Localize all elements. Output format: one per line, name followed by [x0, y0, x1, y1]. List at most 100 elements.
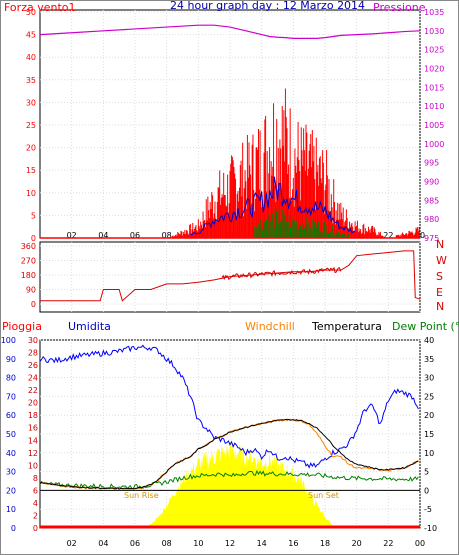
top-left-title: Forza vento1	[4, 1, 76, 14]
top-x-tick-label: 22	[383, 231, 393, 240]
temp-tick: 15	[424, 430, 434, 439]
humidity-tick: 100	[1, 336, 16, 345]
top-right-tick: 1010	[424, 102, 444, 111]
top-right-title: Pressione	[373, 1, 426, 14]
top-right-ticks: 1035 1030 1025 1020 1015 1010 1005 1000 995 990 98…	[424, 8, 444, 243]
top-left-tick: 15	[26, 166, 36, 175]
humidity-tick: 20	[6, 486, 16, 495]
rain-tick: 10	[28, 461, 38, 470]
humidity-tick: 40	[6, 449, 16, 458]
rain-tick: 20	[28, 399, 38, 408]
bottom-x-tick-label: 20	[352, 539, 362, 548]
sunset-label: Sun Set	[308, 491, 339, 500]
rain-tick: 18	[28, 411, 38, 420]
mid-direction-letter: S	[436, 270, 443, 283]
rain-tick: 6	[33, 486, 38, 495]
temperature-line	[39, 418, 419, 490]
mid-tick: 90	[26, 286, 36, 295]
label-dewpoint: Dew Point (°C	[392, 320, 459, 333]
top-right-tick: 1020	[424, 65, 444, 74]
top-x-tick-label: 08	[162, 231, 172, 240]
chart-title: 24 hour graph day : 12 Marzo 2014	[170, 0, 365, 12]
mid-direction-letter: E	[436, 286, 443, 299]
top-left-tick: 30	[26, 98, 36, 107]
label-pioggia: Pioggia	[2, 320, 42, 333]
mid-tick: 270	[21, 257, 36, 266]
rain-tick: 16	[28, 424, 38, 433]
bottom-x-tick-label: 00	[415, 539, 425, 548]
bottom-x-tick-label: 06	[130, 539, 140, 548]
humidity-tick: 70	[6, 392, 16, 401]
top-right-tick: 995	[424, 159, 439, 168]
rain-tick: 22	[28, 386, 38, 395]
dewpoint-line	[39, 469, 419, 490]
bottom-x-tick-label: 10	[193, 539, 203, 548]
bottom-x-tick-label: 14	[257, 539, 267, 548]
temp-tick: 35	[424, 355, 434, 364]
mid-direction-letter: W	[436, 254, 447, 267]
bottom-x-tick-label: 16	[288, 539, 298, 548]
mid-tick: 0	[31, 300, 36, 309]
rain-tick: 30	[28, 336, 38, 345]
top-left-tick: 10	[26, 189, 36, 198]
temp-tick: -5	[424, 505, 432, 514]
humidity-tick: 0	[11, 524, 16, 533]
sunrise-label: Sun Rise	[124, 491, 159, 500]
wind-direction-jitter	[221, 266, 342, 281]
top-x-tick-label: 00	[415, 231, 425, 240]
top-left-tick: 40	[26, 53, 36, 62]
bottom-x-tick-label: 18	[320, 539, 330, 548]
rain-tick: 12	[28, 449, 38, 458]
label-temperatura: Temperatura	[311, 320, 382, 333]
top-right-tick: 1030	[424, 27, 444, 36]
mid-direction-letter: N	[436, 300, 444, 313]
wind-direction-line	[40, 250, 421, 302]
temp-tick: 10	[424, 449, 434, 458]
top-left-tick: 20	[26, 144, 36, 153]
top-left-tick: 35	[26, 76, 36, 85]
humidity-tick: 50	[6, 430, 16, 439]
temp-tick: 5	[424, 468, 429, 477]
temp-tick: 40	[424, 336, 434, 345]
top-right-tick: 1025	[424, 46, 444, 55]
bottom-series	[39, 344, 420, 529]
rain-tick: 4	[33, 499, 38, 508]
mid-direction-letter: N	[436, 238, 444, 251]
top-right-tick: 1000	[424, 140, 444, 149]
temp-tick: -10	[424, 524, 437, 533]
bottom-x-ticks: 02 04 06 08 10 12 14 16 18 20 22 00	[67, 539, 426, 548]
bottom-x-tick-label: 02	[67, 539, 77, 548]
humidity-tick: 90	[6, 355, 16, 364]
top-right-tick: 1005	[424, 121, 444, 130]
mid-tick: 360	[21, 242, 36, 251]
rain-tick: 2	[33, 511, 38, 520]
top-right-tick: 975	[424, 234, 439, 243]
top-right-tick: 1035	[424, 8, 444, 17]
humidity-line	[39, 344, 419, 469]
bottom-x-tick-label: 08	[162, 539, 172, 548]
top-series	[39, 24, 421, 239]
top-right-tick: 990	[424, 178, 439, 187]
top-left-tick: 0	[31, 234, 36, 243]
top-left-tick: 5	[31, 211, 36, 220]
humidity-tick: 80	[6, 374, 16, 383]
mid-ticks: 360 270 180 90 0	[21, 242, 36, 309]
label-windchill: Windchill	[245, 320, 295, 333]
pressure-line	[39, 24, 421, 39]
rain-tick: 28	[28, 349, 38, 358]
temp-tick: 30	[424, 374, 434, 383]
bottom-x-tick-label: 04	[98, 539, 108, 548]
temp-tick: 20	[424, 411, 434, 420]
label-umidita: Umidita	[68, 320, 111, 333]
top-x-tick-label: 06	[130, 231, 140, 240]
solar-area	[40, 441, 338, 528]
bottom-x-tick-label: 12	[225, 539, 235, 548]
top-left-tick: 45	[26, 31, 36, 40]
humidity-tick: 10	[6, 505, 16, 514]
top-right-tick: 1015	[424, 83, 444, 92]
top-x-tick-label: 02	[67, 231, 77, 240]
rain-tick: 8	[33, 474, 38, 483]
